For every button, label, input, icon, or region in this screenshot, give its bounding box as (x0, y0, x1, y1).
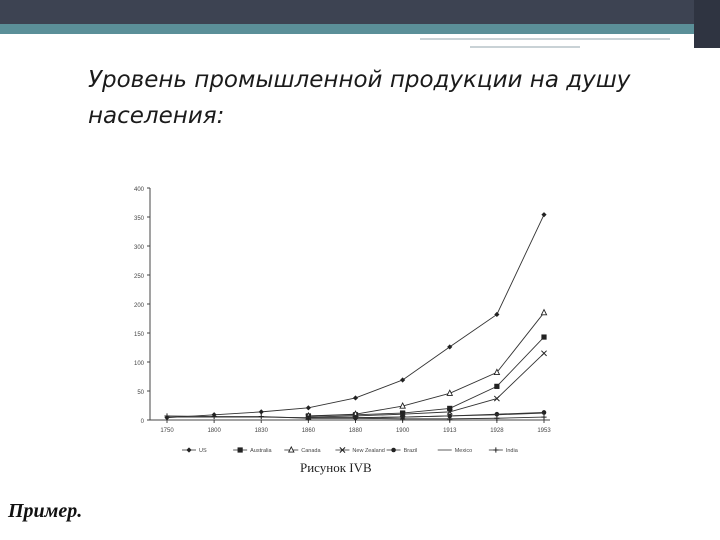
legend-marker-new-zealand (339, 447, 346, 453)
data-point-us (258, 409, 264, 415)
legend-marker-us (186, 447, 192, 453)
data-point-canada (540, 308, 548, 316)
data-point-us (305, 405, 311, 411)
data-point-us (352, 395, 359, 401)
data-point-india (352, 415, 359, 421)
y-tick-label: 300 (134, 245, 145, 251)
data-point-australia (400, 410, 406, 416)
data-point-india (258, 413, 264, 420)
legend-marker-india (493, 447, 499, 453)
data-point-canada (446, 389, 454, 396)
series-line-us (166, 214, 545, 419)
legend-label-australia: Australia (250, 448, 272, 454)
y-tick-label: 50 (137, 390, 144, 396)
data-point-brazil (494, 411, 500, 417)
data-point-brazil (541, 410, 547, 415)
data-point-canada (493, 368, 501, 375)
series-line-canada (308, 312, 545, 417)
data-point-us (494, 311, 500, 318)
data-point-new-zealand (493, 395, 500, 402)
x-tick-label: 1953 (537, 428, 551, 434)
x-tick-label: 1880 (349, 428, 363, 434)
legend-label-india: India (506, 448, 519, 454)
series-line-new-zealand (308, 352, 545, 418)
x-tick-label: 1860 (302, 428, 316, 434)
y-tick-label: 250 (134, 274, 145, 280)
legend-label-us: US (199, 448, 207, 454)
data-point-australia (494, 383, 500, 389)
x-tick-label: 1750 (160, 428, 174, 434)
example-label: Пример. (8, 500, 83, 522)
data-point-canada (399, 401, 406, 409)
decorative-line (420, 38, 670, 40)
y-tick-label: 100 (134, 361, 145, 367)
y-tick-label: 150 (134, 332, 145, 338)
corner-decoration (694, 0, 720, 48)
data-point-australia (541, 334, 547, 340)
data-point-india (305, 415, 311, 421)
legend-marker-canada (287, 445, 295, 453)
x-tick-label: 1900 (396, 428, 410, 434)
data-point-australia (447, 405, 453, 411)
y-tick-label: 200 (134, 303, 145, 309)
legend-marker-australia (237, 447, 243, 453)
data-point-new-zealand (541, 350, 547, 357)
legend-label-canada: Canada (301, 448, 321, 454)
slide-title: Уровень промышленной продукции на душу н… (88, 67, 631, 129)
legend-label-mexico: Mexico (455, 448, 472, 454)
data-point-us (541, 212, 547, 218)
data-point-india (400, 416, 406, 422)
decorative-line (470, 46, 580, 48)
data-point-india (447, 416, 453, 422)
series-line-australia (308, 336, 545, 417)
y-tick-label: 0 (141, 419, 145, 425)
legend-label-brazil: Brazil (404, 448, 418, 454)
x-tick-label: 1800 (207, 428, 221, 434)
top-bar-accent (0, 24, 720, 34)
data-point-india (541, 414, 547, 420)
data-point-new-zealand (446, 408, 453, 415)
y-tick-label: 350 (134, 216, 145, 222)
data-point-india (211, 413, 217, 420)
data-point-india (164, 413, 170, 419)
x-tick-label: 1913 (443, 428, 457, 434)
top-bar (0, 0, 720, 24)
y-tick-label: 400 (134, 187, 145, 193)
x-tick-label: 1830 (255, 428, 269, 434)
figure-caption: Рисунок IVB (300, 460, 372, 475)
data-point-india (494, 415, 500, 421)
x-tick-label: 1928 (490, 428, 504, 434)
legend-label-new-zealand: New Zealand (352, 448, 384, 454)
legend-marker-brazil (391, 447, 396, 453)
line-chart: 0 50 100 150 200 250 300 350 400 1750 1800 1830 1860… (134, 187, 551, 454)
